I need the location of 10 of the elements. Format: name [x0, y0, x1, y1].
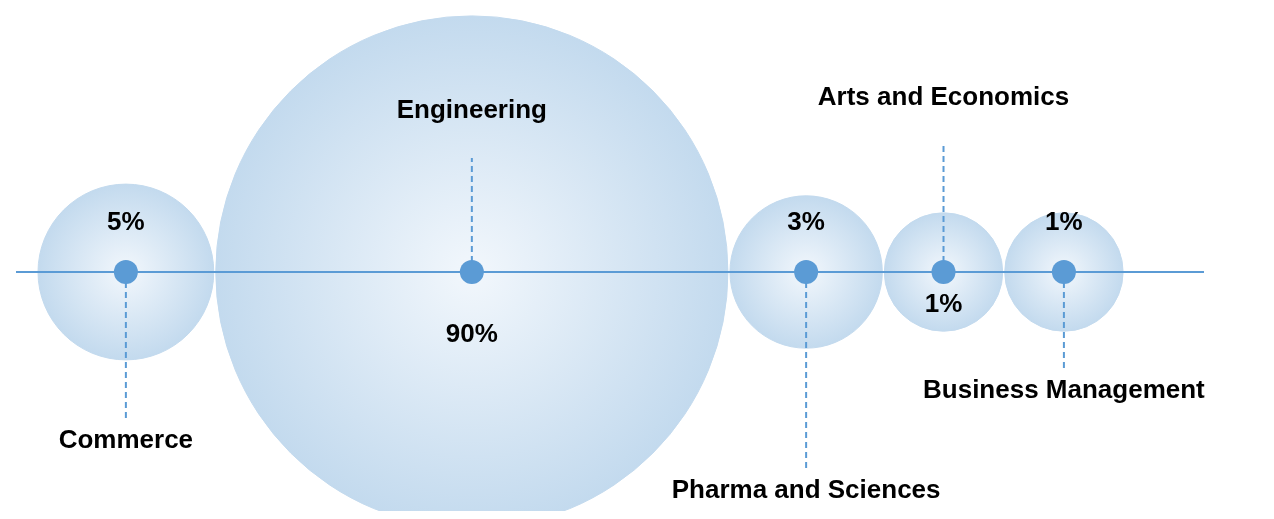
category-label: Business Management [923, 374, 1206, 404]
data-label: 1% [924, 288, 963, 318]
category-label: Commerce [58, 424, 194, 454]
data-label: 1% [1045, 206, 1083, 236]
category-label: Engineering [396, 94, 547, 124]
category-label: Arts and Economics [817, 81, 1070, 111]
category-label: Pharma and Sciences [671, 474, 941, 504]
data-label: 3% [787, 206, 825, 236]
data-label: 5% [107, 206, 145, 236]
data-label: 90% [445, 318, 498, 348]
